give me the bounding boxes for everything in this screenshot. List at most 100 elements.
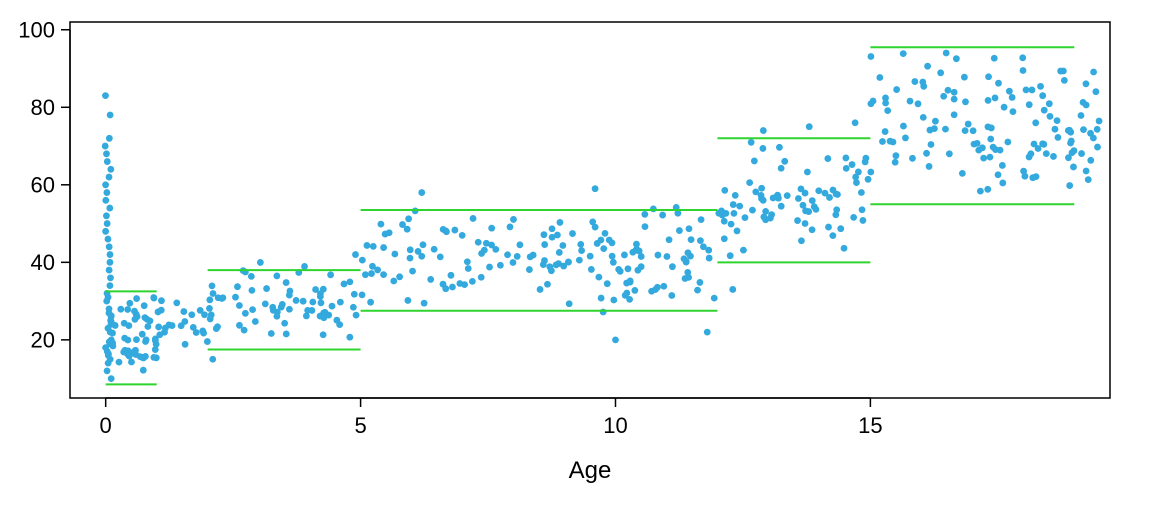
data-point (470, 215, 477, 222)
data-point (121, 335, 128, 342)
data-point (729, 286, 736, 293)
data-point (659, 212, 666, 219)
data-point (270, 307, 277, 314)
data-point (404, 226, 411, 233)
data-point (409, 268, 416, 275)
data-point (758, 192, 765, 199)
data-point (152, 337, 159, 344)
data-point (286, 306, 293, 313)
data-point (902, 135, 909, 142)
data-point (359, 291, 366, 298)
data-point (218, 295, 225, 302)
data-point (109, 330, 116, 337)
data-point (592, 185, 599, 192)
data-point (268, 330, 275, 337)
data-point (940, 93, 947, 100)
data-point (867, 169, 874, 176)
data-point (890, 139, 897, 146)
data-point (882, 100, 889, 107)
data-point (655, 252, 662, 259)
data-point (833, 191, 840, 198)
chart-container: 05101520406080100Age (0, 0, 1160, 521)
data-point (281, 320, 288, 327)
data-point (802, 220, 809, 227)
data-point (504, 251, 511, 258)
data-point (992, 95, 999, 102)
data-point (125, 347, 132, 354)
data-point (602, 230, 609, 237)
data-point (320, 286, 327, 293)
data-point (758, 185, 765, 192)
data-point (868, 53, 875, 60)
data-point (1093, 88, 1100, 95)
data-point (759, 145, 766, 152)
data-point (236, 322, 243, 329)
data-point (209, 356, 216, 363)
data-point (681, 255, 688, 262)
data-point (876, 74, 883, 81)
data-point (600, 245, 607, 252)
data-point (858, 189, 865, 196)
data-point (514, 253, 521, 260)
data-point (642, 223, 649, 230)
data-point (698, 216, 705, 223)
data-point (418, 253, 425, 260)
data-point (105, 236, 112, 243)
data-point (1055, 134, 1062, 141)
data-point (1006, 88, 1013, 95)
data-point (760, 214, 767, 221)
data-point (942, 126, 949, 133)
data-point (919, 79, 926, 86)
data-point (974, 140, 981, 147)
data-point (569, 230, 576, 237)
data-point (760, 127, 767, 134)
data-point (214, 323, 221, 330)
data-point (697, 279, 704, 286)
data-point (431, 246, 438, 253)
data-point (1027, 150, 1034, 157)
data-point (682, 275, 689, 282)
data-point (900, 123, 907, 130)
data-point (798, 185, 805, 192)
data-point (676, 227, 683, 234)
data-point (102, 92, 109, 99)
data-point (273, 273, 280, 280)
data-point (953, 55, 960, 62)
data-point (481, 247, 488, 254)
data-point (1001, 104, 1008, 111)
data-point (102, 143, 109, 150)
data-point (995, 171, 1002, 178)
data-point (610, 297, 617, 304)
data-point (541, 231, 548, 238)
y-tick-label: 20 (31, 328, 55, 353)
data-point (625, 265, 632, 272)
data-point (718, 207, 725, 214)
data-point (456, 280, 463, 287)
data-point (860, 217, 867, 224)
data-point (537, 286, 544, 293)
data-point (825, 224, 832, 231)
data-point (721, 235, 728, 242)
data-point (279, 301, 286, 308)
data-point (105, 350, 112, 357)
data-point (685, 249, 692, 256)
data-point (841, 245, 848, 252)
data-point (776, 144, 783, 151)
data-point (706, 255, 713, 262)
data-point (1047, 113, 1054, 120)
data-point (549, 225, 556, 232)
data-point (979, 144, 986, 151)
data-point (629, 249, 636, 256)
data-point (155, 324, 162, 331)
data-point (352, 251, 359, 258)
data-point (1029, 87, 1036, 94)
data-point (103, 212, 110, 219)
data-point (809, 226, 816, 233)
data-point (158, 297, 165, 304)
data-point (666, 236, 673, 243)
data-point (1083, 168, 1090, 175)
data-point (669, 263, 676, 270)
data-point (106, 205, 113, 212)
data-point (945, 87, 952, 94)
data-point (892, 159, 899, 166)
